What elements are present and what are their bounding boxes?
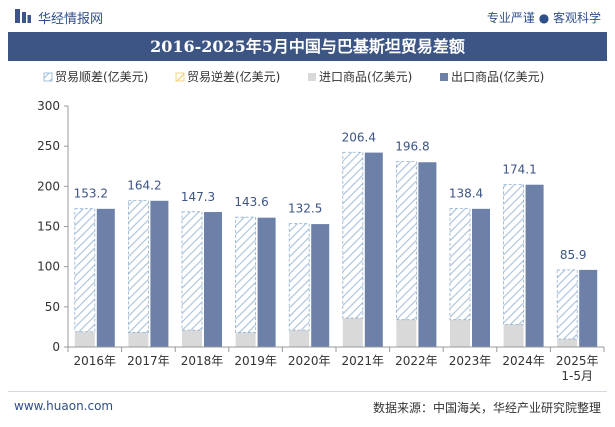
category-group: 143.6 bbox=[234, 195, 276, 347]
category-group: 174.1 bbox=[502, 163, 544, 347]
legend-label: 贸易逆差(亿美元) bbox=[187, 69, 280, 84]
data-label: 143.6 bbox=[234, 195, 268, 209]
import-bar bbox=[396, 319, 417, 347]
export-bar bbox=[96, 208, 115, 347]
website-link[interactable]: www.huaon.com bbox=[14, 399, 114, 413]
export-bar bbox=[257, 217, 276, 347]
legend-item: 贸易顺差(亿美元) bbox=[43, 69, 148, 84]
x-axis: 2016年 2017年 2018年 2019年 2020年 2021年 2022年 2023年… bbox=[67, 346, 605, 383]
y-tick-label: 100 bbox=[37, 260, 60, 274]
y-tick-label: 50 bbox=[45, 300, 60, 314]
legend-swatch bbox=[175, 72, 185, 82]
x-tick-label: 2023年 bbox=[449, 354, 492, 368]
surplus-bar bbox=[342, 151, 364, 319]
export-bar bbox=[525, 184, 544, 347]
category-group: 196.8 bbox=[395, 140, 437, 347]
chart-legend: 贸易顺差(亿美元) 贸易逆差(亿美元) 进口商品(亿美元) 出口商品(亿美元) bbox=[43, 69, 544, 84]
logo-icon bbox=[15, 9, 31, 23]
x-tick-label: 2025年 1-5月 bbox=[556, 354, 599, 383]
legend-label: 进口商品(亿美元) bbox=[319, 69, 412, 84]
tagline: 专业严谨 ● 客观科学 bbox=[486, 11, 601, 25]
category-group: 153.2 bbox=[74, 187, 115, 347]
category-group: 206.4 bbox=[342, 130, 383, 347]
surplus-bar bbox=[181, 211, 203, 331]
category-group: 164.2 bbox=[127, 179, 169, 347]
x-tick-label: 2024年 bbox=[502, 354, 545, 368]
export-bar bbox=[418, 162, 437, 347]
y-tick-label: 200 bbox=[37, 179, 60, 193]
data-label: 138.4 bbox=[449, 187, 483, 201]
legend-label: 出口商品(亿美元) bbox=[451, 69, 544, 84]
import-bar bbox=[128, 332, 149, 347]
legend-item: 出口商品(亿美元) bbox=[440, 69, 544, 84]
import-bar bbox=[182, 330, 202, 347]
chart-area: 贸易顺差(亿美元) 贸易逆差(亿美元) 进口商品(亿美元) 出口商品(亿美元) 0 50… bbox=[37, 69, 605, 383]
legend-swatch bbox=[440, 73, 448, 81]
surplus-bar bbox=[395, 161, 417, 321]
legend-swatch bbox=[308, 73, 316, 81]
data-label: 164.2 bbox=[127, 179, 161, 193]
brand-name: 华经情报网 bbox=[38, 12, 104, 27]
top-bar: 华经情报网 专业严谨 ● 客观科学 bbox=[0, 0, 615, 32]
y-tick-label: 250 bbox=[37, 139, 60, 153]
export-bar bbox=[150, 200, 169, 347]
category-group: 132.5 bbox=[288, 202, 330, 347]
legend-label: 贸易顺差(亿美元) bbox=[55, 69, 148, 84]
y-tick-label: 150 bbox=[37, 220, 60, 234]
surplus-bar bbox=[127, 200, 149, 333]
import-bar bbox=[557, 338, 578, 347]
surplus-bar bbox=[503, 184, 525, 325]
y-axis: 0 50 100 150 200 250 300 bbox=[37, 99, 69, 354]
x-tick-label: 2020年 bbox=[288, 354, 331, 368]
surplus-bar bbox=[235, 216, 257, 333]
export-bar bbox=[311, 224, 330, 347]
x-tick-label: 2022年 bbox=[395, 354, 438, 368]
surplus-bar bbox=[449, 208, 471, 321]
import-bar bbox=[235, 332, 256, 347]
legend-item: 贸易逆差(亿美元) bbox=[175, 69, 280, 84]
export-bar bbox=[472, 208, 490, 347]
y-tick-label: 300 bbox=[37, 99, 60, 113]
y-tick-label: 0 bbox=[52, 340, 60, 354]
data-label: 85.9 bbox=[560, 248, 587, 262]
export-bar bbox=[364, 152, 383, 347]
category-group: 138.4 bbox=[449, 187, 490, 347]
import-bar bbox=[503, 324, 524, 347]
x-tick-label: 2017年 bbox=[127, 354, 170, 368]
bars-group: 153.2 164.2 147.3 143.6 132.5 206.4 196.8 138.4… bbox=[74, 130, 598, 347]
surplus-bar bbox=[74, 208, 96, 333]
surplus-bar bbox=[288, 223, 310, 331]
data-label: 147.3 bbox=[181, 190, 215, 204]
legend-swatch bbox=[43, 72, 53, 82]
x-tick-label: 2021年 bbox=[342, 354, 385, 368]
data-label: 153.2 bbox=[74, 187, 108, 201]
x-tick-label: 2018年 bbox=[181, 354, 224, 368]
data-label: 174.1 bbox=[502, 163, 536, 177]
x-tick-label: 2019年 bbox=[234, 354, 277, 368]
export-bar bbox=[204, 212, 222, 347]
category-group: 85.9 bbox=[556, 248, 598, 347]
data-label: 206.4 bbox=[342, 130, 376, 144]
surplus-bar bbox=[556, 269, 578, 340]
data-label: 132.5 bbox=[288, 202, 322, 216]
data-label: 196.8 bbox=[395, 140, 429, 154]
import-bar bbox=[74, 331, 95, 347]
import-bar bbox=[289, 330, 310, 347]
import-bar bbox=[342, 318, 363, 347]
import-bar bbox=[450, 319, 470, 347]
chart-title: 2016-2025年5月中国与巴基斯坦贸易差额 bbox=[8, 32, 607, 61]
x-tick-label: 2016年 bbox=[74, 354, 117, 368]
category-group: 147.3 bbox=[181, 190, 222, 347]
export-bar bbox=[579, 269, 598, 347]
footer-divider bbox=[8, 391, 607, 392]
legend-item: 进口商品(亿美元) bbox=[308, 69, 412, 84]
data-source: 数据来源：中国海关，华经产业研究院整理 bbox=[372, 401, 601, 415]
